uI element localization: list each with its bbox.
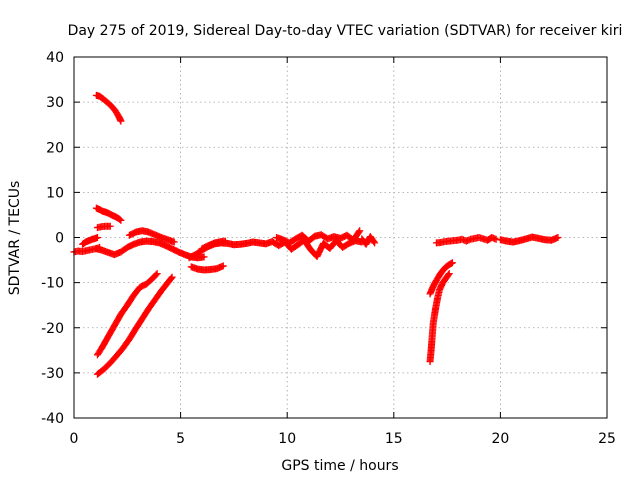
- x-tick-label: 25: [598, 431, 616, 447]
- data-point: [448, 259, 456, 267]
- data-point: [117, 216, 125, 224]
- data-series-arc-16: [426, 259, 456, 298]
- x-tick-label: 20: [491, 431, 509, 447]
- data-point: [554, 234, 562, 241]
- x-tick-label: 0: [70, 431, 79, 447]
- data-point: [221, 237, 229, 245]
- data-series-arc-18: [496, 233, 562, 246]
- y-tick-label: -30: [41, 366, 64, 382]
- data-point: [93, 234, 101, 241]
- data-point: [167, 274, 175, 282]
- y-tick-label: -40: [41, 411, 64, 427]
- data-series-arc-2: [79, 234, 101, 248]
- y-tick-label: 30: [46, 95, 64, 111]
- y-tick-label: 10: [46, 185, 64, 201]
- data-series-arc-15: [426, 270, 453, 366]
- data-series-arc-9: [93, 273, 176, 378]
- y-tick-label: 40: [46, 50, 64, 66]
- data-point: [371, 239, 379, 247]
- data-point: [168, 273, 176, 281]
- y-tick-label: -10: [41, 276, 64, 292]
- data-series-arc-17: [432, 234, 500, 247]
- data-series-arc-5: [93, 222, 114, 232]
- x-axis-label: GPS time / hours: [281, 458, 398, 474]
- y-tick-label: -20: [41, 321, 64, 337]
- data-point: [445, 270, 453, 278]
- data-series-arc-12: [198, 237, 229, 253]
- x-tick-label: 15: [385, 431, 403, 447]
- data-series-arc-8: [93, 270, 161, 359]
- y-axis-label: SDTVAR / TECUs: [7, 181, 23, 296]
- data-point: [153, 270, 161, 278]
- data-points: [70, 91, 562, 378]
- data-series-arc-7: [125, 227, 178, 246]
- data-series-arc-4: [92, 204, 125, 224]
- x-tick-label: 10: [278, 431, 296, 447]
- y-tick-label: 20: [46, 140, 64, 156]
- data-series-arc-6: [92, 237, 208, 262]
- data-point: [117, 117, 125, 125]
- data-point: [116, 215, 124, 223]
- x-tick-label: 5: [176, 431, 185, 447]
- data-point: [356, 227, 364, 235]
- y-tick-label: 0: [55, 231, 64, 247]
- data-series-arc-3: [92, 91, 125, 125]
- data-point: [219, 262, 227, 270]
- data-series-arc-14: [358, 233, 379, 248]
- data-series-arc-13: [273, 227, 364, 247]
- data-series-arc-10: [187, 262, 227, 274]
- data-point: [170, 238, 178, 246]
- chart-title: Day 275 of 2019, Sidereal Day-to-day VTE…: [68, 23, 623, 39]
- axis-ticks: 0 5 10 15 20 25 -40 -30 -20 -10 0 10 20 30 40: [41, 50, 616, 447]
- data-point: [200, 253, 208, 261]
- data-point: [152, 271, 160, 279]
- data-point: [106, 222, 114, 230]
- data-point: [355, 228, 363, 236]
- data-point: [370, 238, 378, 246]
- data-point: [444, 271, 452, 279]
